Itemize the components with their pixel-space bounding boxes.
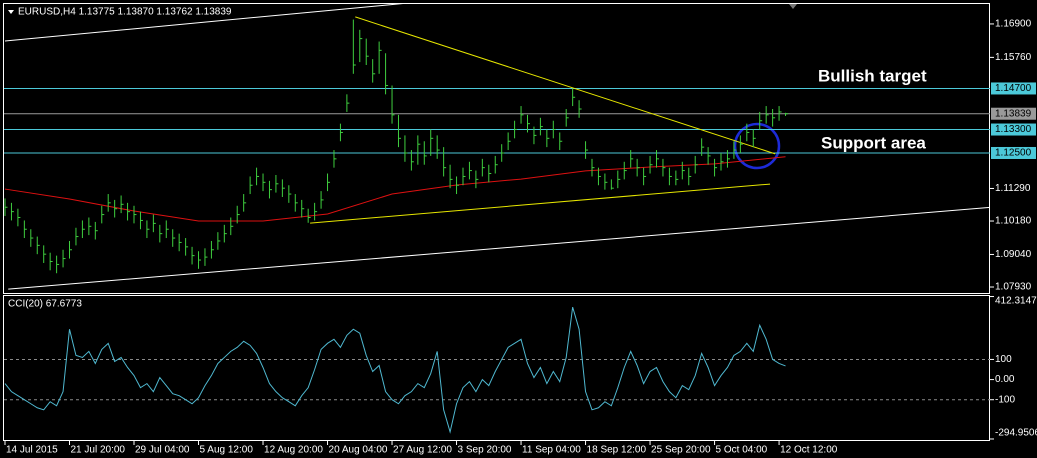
trend-line — [355, 16, 776, 155]
trend-line — [4, 4, 403, 42]
x-tick-label: 11 Sep 04:00 — [522, 445, 581, 456]
y-tick-label: 1.07930 — [995, 282, 1032, 293]
highlight-circle — [733, 122, 781, 170]
x-tick-label: 5 Aug 12:00 — [200, 445, 254, 456]
y-tick-label: 1.11290 — [995, 183, 1031, 194]
x-tick-label: 5 Oct 04:00 — [716, 445, 768, 456]
y-tick-label: -100 — [995, 394, 1015, 405]
y-tick-label: 1.10180 — [995, 216, 1032, 227]
y-tick-label: 1.16900 — [995, 19, 1032, 30]
x-tick-label: 18 Sep 12:00 — [587, 445, 647, 456]
trend-line — [8, 206, 990, 290]
menu-arrow — [8, 10, 14, 14]
y-tick-label: 1.15760 — [995, 52, 1032, 63]
level-label-box — [991, 107, 1036, 120]
cci-line — [4, 306, 786, 434]
level-label-box — [991, 82, 1036, 95]
y-tick-label: -294.9506 — [995, 428, 1037, 439]
x-tick-label: 21 Jul 20:00 — [71, 445, 126, 456]
trend-line — [310, 183, 771, 224]
annotation: Support area — [821, 133, 926, 152]
y-tick-label: 0.00 — [995, 374, 1015, 385]
level-label: 1.13839 — [995, 108, 1032, 119]
cci-plot — [4, 306, 786, 434]
cci-frame — [3, 295, 990, 441]
shift-marker — [789, 4, 797, 9]
x-tick-label: 29 Jul 04:00 — [135, 445, 190, 456]
y-tick-label: 1.09040 — [995, 249, 1032, 260]
price-plot — [4, 4, 990, 290]
annotation: Bullish target — [818, 66, 927, 85]
y-tick-label: 100 — [995, 354, 1012, 365]
x-tick-label: 12 Oct 12:00 — [780, 445, 838, 456]
price-header: EURUSD,H4 1.13775 1.13870 1.13762 1.1383… — [18, 7, 232, 18]
level-label: 1.13300 — [995, 124, 1032, 135]
y-tick-label: 412.3147 — [995, 296, 1037, 307]
x-tick-label: 3 Sep 20:00 — [458, 445, 512, 456]
price-frame — [3, 3, 990, 294]
x-tick-label: 14 Jul 2015 — [6, 445, 58, 456]
level-label: 1.14700 — [995, 83, 1032, 94]
x-tick-label: 20 Aug 04:00 — [329, 445, 388, 456]
level-label-box — [991, 146, 1036, 159]
x-tick-label: 25 Sep 20:00 — [651, 445, 711, 456]
level-label: 1.12500 — [995, 148, 1032, 159]
cci-header: CCI(20) 67.6773 — [8, 299, 82, 310]
x-tick-label: 12 Aug 20:00 — [264, 445, 323, 456]
level-label-box — [991, 123, 1036, 136]
x-tick-label: 27 Aug 12:00 — [393, 445, 452, 456]
